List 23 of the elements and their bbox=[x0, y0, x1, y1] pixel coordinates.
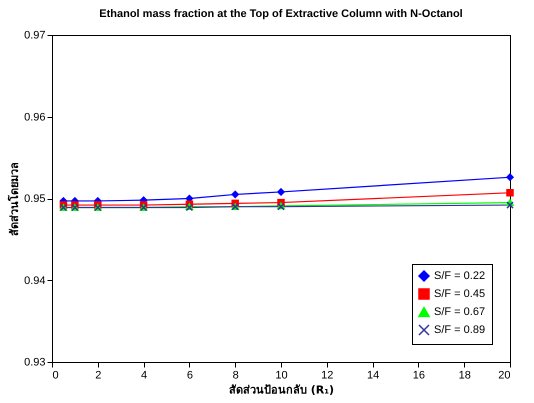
legend-label: S/F = 0.22 bbox=[434, 270, 486, 282]
y-tick-label: 0.94 bbox=[24, 274, 46, 287]
x-tick-label: 16 bbox=[412, 370, 426, 382]
chart-title: Ethanol mass fraction at the Top of Extractive Column with N-Octanol bbox=[99, 8, 463, 20]
y-tick-label: 0.93 bbox=[24, 356, 46, 368]
x-tick-label: 2 bbox=[95, 370, 102, 382]
y-tick-label: 0.95 bbox=[24, 193, 46, 205]
x-tick-label: 20 bbox=[498, 370, 510, 382]
x-tick-label: 8 bbox=[232, 370, 239, 382]
x-tick-label: 18 bbox=[458, 370, 471, 382]
y-axis-title: สัดส่วนโดยมวล bbox=[7, 162, 22, 236]
y-tick-label: 0.97 bbox=[24, 30, 46, 42]
x-tick-label: 6 bbox=[186, 370, 193, 382]
x-tick-label: 10 bbox=[275, 370, 288, 382]
legend-label: S/F = 0.45 bbox=[434, 288, 486, 300]
legend-label: S/F = 0.89 bbox=[434, 324, 486, 336]
x-tick-label: 4 bbox=[141, 370, 148, 382]
x-tick-label: 12 bbox=[321, 370, 334, 382]
x-tick-label: 14 bbox=[366, 370, 380, 382]
y-tick-label: 0.96 bbox=[24, 111, 46, 124]
x-axis-title: สัดส่วนป้อนกลับ (R₁) bbox=[228, 384, 334, 396]
x-tick-label: 0 bbox=[52, 370, 59, 382]
legend-label: S/F = 0.67 bbox=[434, 306, 486, 318]
